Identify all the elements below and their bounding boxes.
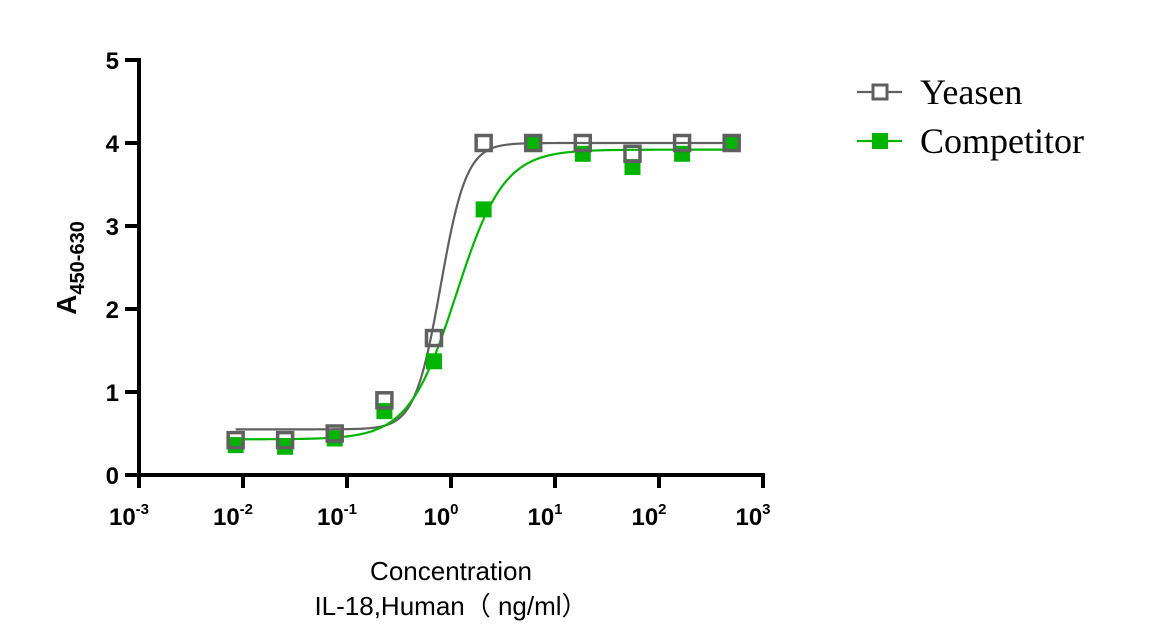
x-tick-exponent: -1	[344, 501, 357, 518]
data-point-competitor	[475, 201, 492, 218]
data-point-yeasen	[523, 133, 543, 153]
data-markers	[226, 133, 741, 455]
x-tick-exponent: 2	[658, 501, 666, 518]
data-point-yeasen	[722, 133, 741, 153]
x-tick-label: 102	[631, 501, 666, 531]
x-tick-label: 100	[423, 501, 458, 531]
x-axis-title: Concentration	[370, 556, 532, 586]
x-tick-base: 10	[423, 504, 450, 531]
x-axis-title-line2: IL-18,Human（ ng/ml）	[314, 591, 587, 621]
data-point-competitor	[574, 145, 591, 162]
legend-marker-open-square-icon	[871, 83, 889, 101]
legend: Yeasen Competitor	[857, 72, 1084, 161]
x-tick-base: 10	[735, 504, 762, 531]
x-tick-exponent: -2	[240, 501, 253, 518]
data-point-competitor	[674, 145, 691, 162]
y-tick-label: 2	[106, 297, 119, 324]
data-point-competitor	[376, 403, 393, 420]
x-tick-base: 10	[631, 504, 658, 531]
y-axis-title-subscript: 450-630	[67, 221, 89, 294]
data-point-yeasen	[573, 133, 593, 153]
legend-marker-filled-square-icon	[872, 133, 888, 149]
x-tick-label: 10-3	[109, 501, 149, 531]
fit-curve-competitor	[235, 148, 732, 441]
legend-label: Yeasen	[920, 72, 1022, 112]
data-point-competitor	[227, 437, 244, 454]
data-point-yeasen	[474, 133, 493, 153]
x-tick-exponent: 0	[450, 501, 458, 518]
y-axis-title: A450-630	[51, 221, 89, 315]
fit-curves	[235, 141, 732, 441]
data-point-yeasen	[275, 430, 295, 450]
x-tick-label: 103	[735, 501, 770, 531]
data-point-yeasen	[672, 133, 692, 153]
x-tick-label: 10-1	[317, 501, 357, 531]
fit-curve-yeasen	[235, 141, 732, 431]
data-point-competitor	[326, 430, 343, 447]
data-point-competitor	[525, 135, 542, 151]
x-tick-base: 10	[527, 504, 554, 531]
y-tick-label: 3	[106, 214, 119, 241]
x-tick-exponent: -3	[136, 501, 149, 518]
y-tick-label: 4	[106, 131, 120, 158]
y-axis-title-main: A	[51, 295, 82, 315]
x-tick-exponent: 1	[554, 501, 562, 518]
x-tick-base: 10	[317, 504, 344, 531]
legend-item-yeasen: Yeasen	[857, 72, 1022, 112]
y-tick-label: 0	[106, 463, 119, 490]
x-tick-base: 10	[109, 504, 136, 531]
data-point-yeasen	[424, 328, 444, 348]
data-point-yeasen	[325, 424, 344, 443]
data-point-competitor	[425, 353, 442, 370]
y-tick-label: 1	[106, 380, 119, 407]
data-point-yeasen	[623, 144, 642, 164]
data-point-yeasen	[375, 391, 394, 410]
legend-item-competitor: Competitor	[857, 121, 1084, 161]
legend-label: Competitor	[920, 121, 1084, 161]
x-tick-label: 10-2	[213, 501, 253, 531]
x-tick-exponent: 3	[762, 501, 770, 518]
y-tick-label: 5	[106, 48, 119, 75]
axes	[125, 58, 765, 488]
data-point-competitor	[624, 159, 641, 176]
x-tick-label: 101	[527, 501, 562, 531]
data-point-yeasen	[226, 430, 245, 450]
x-tick-base: 10	[213, 504, 240, 531]
data-point-competitor	[723, 135, 740, 151]
